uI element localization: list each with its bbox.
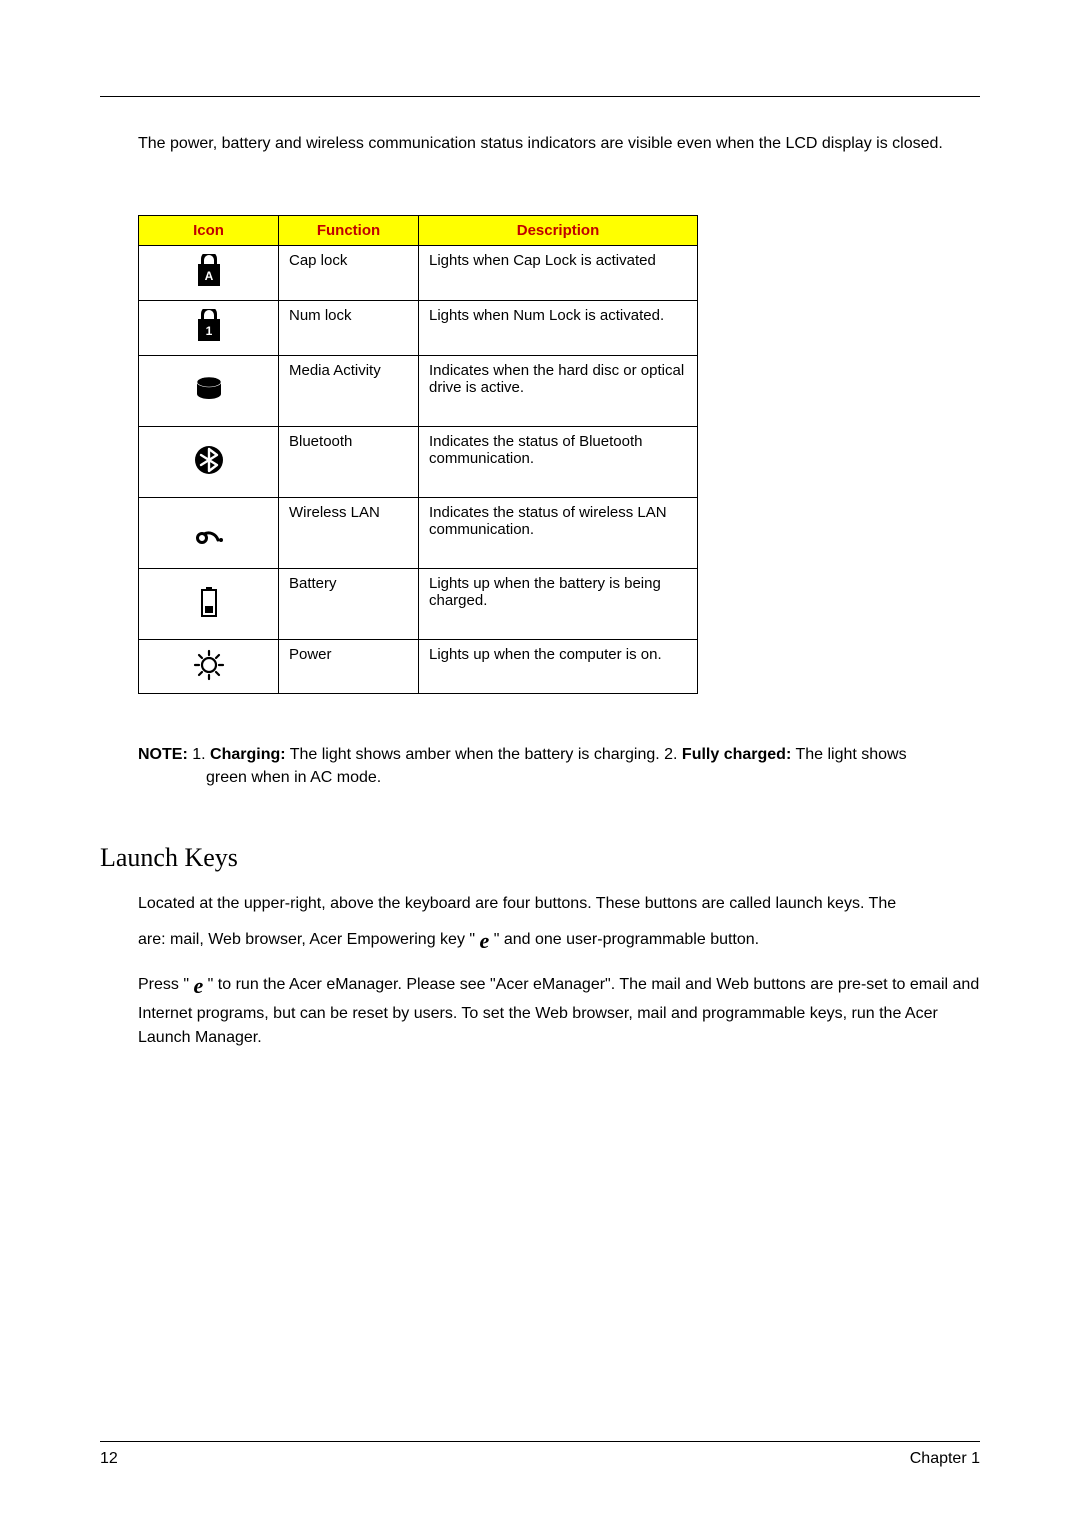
- text-span: Press ": [138, 976, 193, 993]
- table-header-row: Icon Function Description: [139, 216, 698, 246]
- chapter-label: Chapter 1: [910, 1450, 980, 1468]
- function-cell: Num lock: [279, 301, 419, 356]
- note-line2: green when in AC mode.: [206, 767, 980, 789]
- function-cell: Media Activity: [279, 356, 419, 427]
- description-cell: Indicates the status of wireless LAN com…: [419, 498, 698, 569]
- footer-rule: [100, 1441, 980, 1442]
- launch-keys-heading: Launch Keys: [100, 843, 980, 873]
- description-cell: Lights up when the battery is being char…: [419, 569, 698, 640]
- description-cell: Indicates when the hard disc or optical …: [419, 356, 698, 427]
- table-row: Power Lights up when the computer is on.: [139, 640, 698, 694]
- launch-paragraph-2: Press " e " to run the Acer eManager. Pl…: [138, 969, 980, 1050]
- description-cell: Lights up when the computer is on.: [419, 640, 698, 694]
- bluetooth-icon: [139, 427, 279, 498]
- note-text: 1.: [188, 746, 210, 763]
- note-text: The light shows amber when the battery i…: [286, 746, 682, 763]
- table-row: Battery Lights up when the battery is be…: [139, 569, 698, 640]
- description-cell: Indicates the status of Bluetooth commun…: [419, 427, 698, 498]
- description-cell: Lights when Cap Lock is activated: [419, 246, 698, 301]
- note-text: The light shows: [791, 746, 906, 763]
- note-bold: Charging:: [210, 746, 286, 763]
- header-description: Description: [419, 216, 698, 246]
- table-row: 1 Num lock Lights when Num Lock is activ…: [139, 301, 698, 356]
- table-row: Wireless LAN Indicates the status of wir…: [139, 498, 698, 569]
- header-function: Function: [279, 216, 419, 246]
- page-number: 12: [100, 1450, 118, 1468]
- text-span: Located at the upper-right, above the ke…: [138, 895, 896, 912]
- intro-paragraph: The power, battery and wireless communic…: [138, 133, 980, 155]
- svg-text:A: A: [204, 269, 213, 283]
- svg-text:1: 1: [205, 324, 212, 338]
- page-footer: 12 Chapter 1: [100, 1441, 980, 1468]
- note-bold: Fully charged:: [682, 746, 791, 763]
- note-prefix: NOTE:: [138, 746, 188, 763]
- function-cell: Cap lock: [279, 246, 419, 301]
- table-row: A Cap lock Lights when Cap Lock is activ…: [139, 246, 698, 301]
- launch-paragraph-1: Located at the upper-right, above the ke…: [138, 889, 980, 961]
- battery-icon: [139, 569, 279, 640]
- text-span: " and one user-programmable button.: [489, 931, 759, 948]
- table-row: Media Activity Indicates when the hard d…: [139, 356, 698, 427]
- function-cell: Power: [279, 640, 419, 694]
- media-icon: [139, 356, 279, 427]
- text-span: " to run the Acer eManager. Please see "…: [138, 976, 979, 1046]
- description-cell: Lights when Num Lock is activated.: [419, 301, 698, 356]
- empowering-key-icon: e: [480, 920, 490, 962]
- status-table: Icon Function Description A Cap lock Lig…: [138, 215, 698, 694]
- header-icon: Icon: [139, 216, 279, 246]
- text-span: are: mail, Web browser, Acer Empowering …: [138, 931, 480, 948]
- power-icon: [139, 640, 279, 694]
- empowering-key-icon: e: [193, 969, 203, 1002]
- function-cell: Bluetooth: [279, 427, 419, 498]
- wireless-icon: [139, 498, 279, 569]
- function-cell: Wireless LAN: [279, 498, 419, 569]
- function-cell: Battery: [279, 569, 419, 640]
- num-lock-icon: 1: [139, 301, 279, 356]
- top-rule: [100, 96, 980, 97]
- caps-lock-icon: A: [139, 246, 279, 301]
- note-block: NOTE: 1. Charging: The light shows amber…: [138, 744, 980, 789]
- table-row: Bluetooth Indicates the status of Blueto…: [139, 427, 698, 498]
